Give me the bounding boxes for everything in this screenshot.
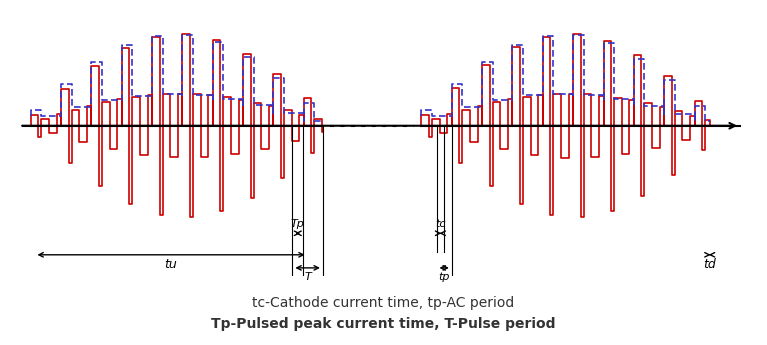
Text: Tp: Tp [291,219,304,229]
Text: tc: tc [435,219,446,229]
Text: tc-Cathode current time, tp-AC period: tc-Cathode current time, tp-AC period [252,296,515,311]
Text: td: td [703,258,716,270]
Text: tp: tp [439,272,450,282]
Text: T: T [304,272,311,282]
Text: tu: tu [165,258,177,270]
Text: Tp-Pulsed peak current time, T-Pulse period: Tp-Pulsed peak current time, T-Pulse per… [211,317,556,331]
